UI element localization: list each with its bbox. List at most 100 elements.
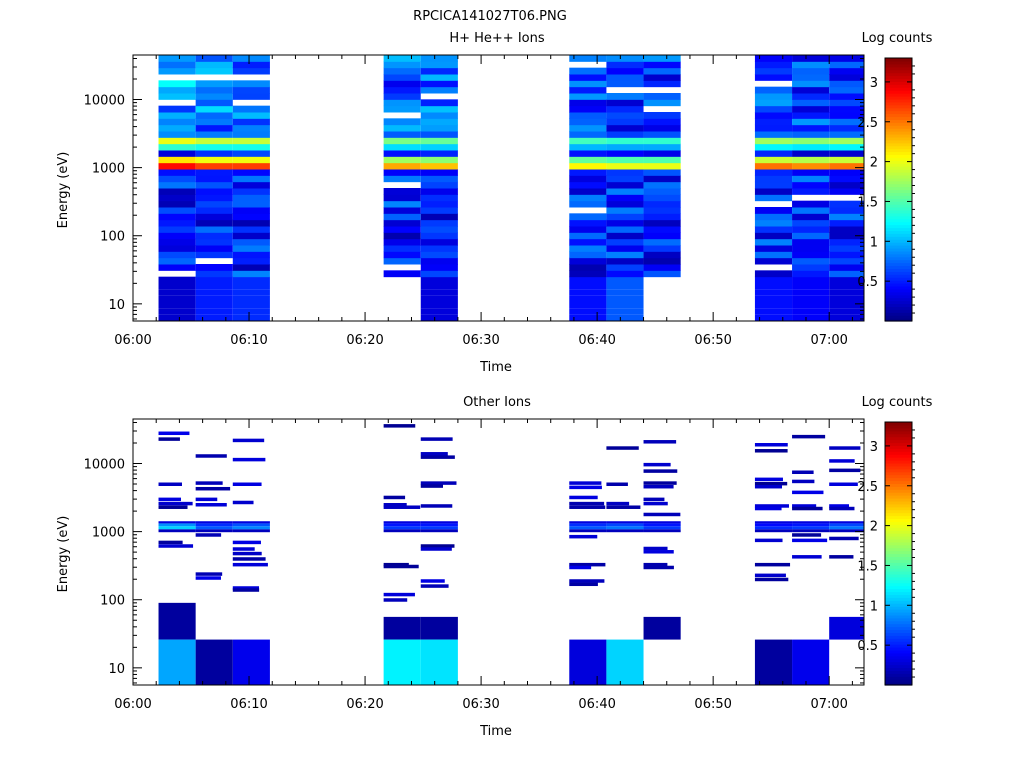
- y-tick-label: 10: [108, 662, 125, 677]
- heatmap-cell: [792, 169, 830, 176]
- heatmap-cell: [383, 505, 421, 509]
- heatmap-cell: [569, 264, 607, 271]
- colorbar-segment: [885, 288, 912, 293]
- colorbar-segment: [885, 477, 912, 482]
- colorbar-segment: [885, 136, 912, 141]
- colorbar-segment: [885, 291, 912, 296]
- colorbar-segment: [885, 573, 912, 578]
- heatmap-cell: [158, 200, 196, 208]
- heatmap-cell: [232, 105, 270, 113]
- heatmap-cell: [606, 289, 644, 296]
- colorbar-tick-label: 3: [870, 76, 878, 91]
- heatmap-cell: [792, 124, 830, 132]
- heatmap-cell: [643, 529, 681, 533]
- heatmap-cell: [829, 150, 864, 157]
- heatmap-cell: [569, 308, 607, 315]
- colorbar-segment: [885, 201, 912, 205]
- colorbar-segment: [885, 98, 912, 103]
- colorbar-segment: [885, 655, 912, 660]
- heatmap-cell: [232, 308, 270, 315]
- heatmap-cell: [420, 112, 458, 119]
- heatmap-cell: [754, 302, 793, 309]
- colorbar-segment: [885, 297, 912, 302]
- heatmap-cell: [232, 529, 270, 533]
- heatmap-cell: [232, 61, 270, 69]
- heatmap-cell: [158, 175, 196, 183]
- heatmap-cell: [569, 495, 598, 500]
- heatmap-cell: [232, 251, 270, 259]
- heatmap-cell: [383, 137, 421, 145]
- heatmap-cell: [195, 533, 222, 537]
- heatmap-cell: [420, 544, 455, 548]
- heatmap-cell: [792, 213, 830, 221]
- heatmap-cell: [792, 555, 822, 559]
- colorbar-segment: [885, 457, 912, 461]
- heatmap-cell: [195, 572, 223, 576]
- heatmap-cell: [195, 207, 233, 214]
- heatmap-cell: [606, 270, 644, 278]
- heatmap-cell: [420, 295, 458, 302]
- colorbar-segment: [885, 212, 912, 217]
- heatmap-cell: [195, 156, 233, 164]
- heatmap-cell: [829, 276, 864, 283]
- heatmap-cell: [195, 238, 233, 246]
- heatmap-cell: [232, 143, 270, 151]
- heatmap-cell: [606, 137, 644, 145]
- heatmap-cell: [829, 523, 864, 527]
- colorbar-segment: [885, 148, 912, 153]
- colorbar-segment: [885, 239, 912, 243]
- heatmap-cell: [569, 188, 607, 195]
- x-tick-label: 07:00: [810, 697, 847, 712]
- x-tick-label: 06:20: [346, 697, 383, 712]
- heatmap-cell: [383, 270, 421, 278]
- heatmap-cell: [420, 143, 458, 151]
- x-tick-label: 06:50: [694, 333, 731, 348]
- x-tick-label: 06:10: [230, 333, 267, 348]
- heatmap-cell: [643, 55, 681, 62]
- heatmap-cell: [195, 99, 233, 107]
- heatmap-cell: [383, 124, 421, 132]
- heatmap-cell: [606, 67, 644, 75]
- heatmap-cell: [569, 523, 607, 527]
- colorbar-segment: [885, 445, 912, 449]
- heatmap-cell: [232, 213, 270, 221]
- colorbar-segment: [885, 139, 912, 144]
- heatmap-cell: [232, 588, 260, 592]
- panel-h-he-ions: H+ He++ Ions Log counts Energy (eV) Time…: [56, 31, 933, 375]
- heatmap-cell: [792, 276, 830, 283]
- colorbar-segment: [885, 658, 912, 663]
- heatmap-cell: [158, 526, 196, 530]
- heatmap-cell: [792, 523, 830, 527]
- heatmap-cell: [420, 74, 458, 81]
- colorbar-segment: [885, 433, 912, 438]
- heatmap-cell: [643, 175, 681, 183]
- heatmap-cell: [643, 550, 674, 554]
- heatmap-cell: [829, 93, 864, 100]
- heatmap-cell: [643, 562, 668, 567]
- heatmap-cell: [792, 150, 830, 157]
- heatmap-cell: [158, 308, 196, 315]
- heatmap-cell: [158, 437, 180, 441]
- heatmap-cell: [158, 169, 196, 176]
- colorbar-segment: [885, 626, 912, 631]
- colorbar-segment: [885, 471, 912, 476]
- heatmap-cell: [829, 131, 864, 138]
- heatmap-cell: [420, 523, 458, 527]
- heatmap-cell: [420, 118, 458, 126]
- heatmap-cell: [606, 55, 644, 62]
- heatmap-cell: [569, 582, 598, 587]
- heatmap-cell: [792, 490, 824, 495]
- colorbar-segment: [885, 611, 912, 616]
- heatmap-cell: [606, 264, 644, 271]
- colorbar-segment: [885, 644, 912, 648]
- colorbar-segment: [885, 454, 912, 458]
- heatmap-cell: [232, 124, 270, 132]
- heatmap-cell: [643, 521, 681, 524]
- heatmap-cell: [792, 270, 830, 278]
- heatmap-cell: [195, 61, 233, 69]
- heatmap-cell: [383, 67, 421, 75]
- heatmap-cell: [829, 74, 864, 81]
- colorbar-segment: [885, 169, 912, 173]
- heatmap-cell: [792, 314, 830, 321]
- colorbar-segment: [885, 600, 912, 604]
